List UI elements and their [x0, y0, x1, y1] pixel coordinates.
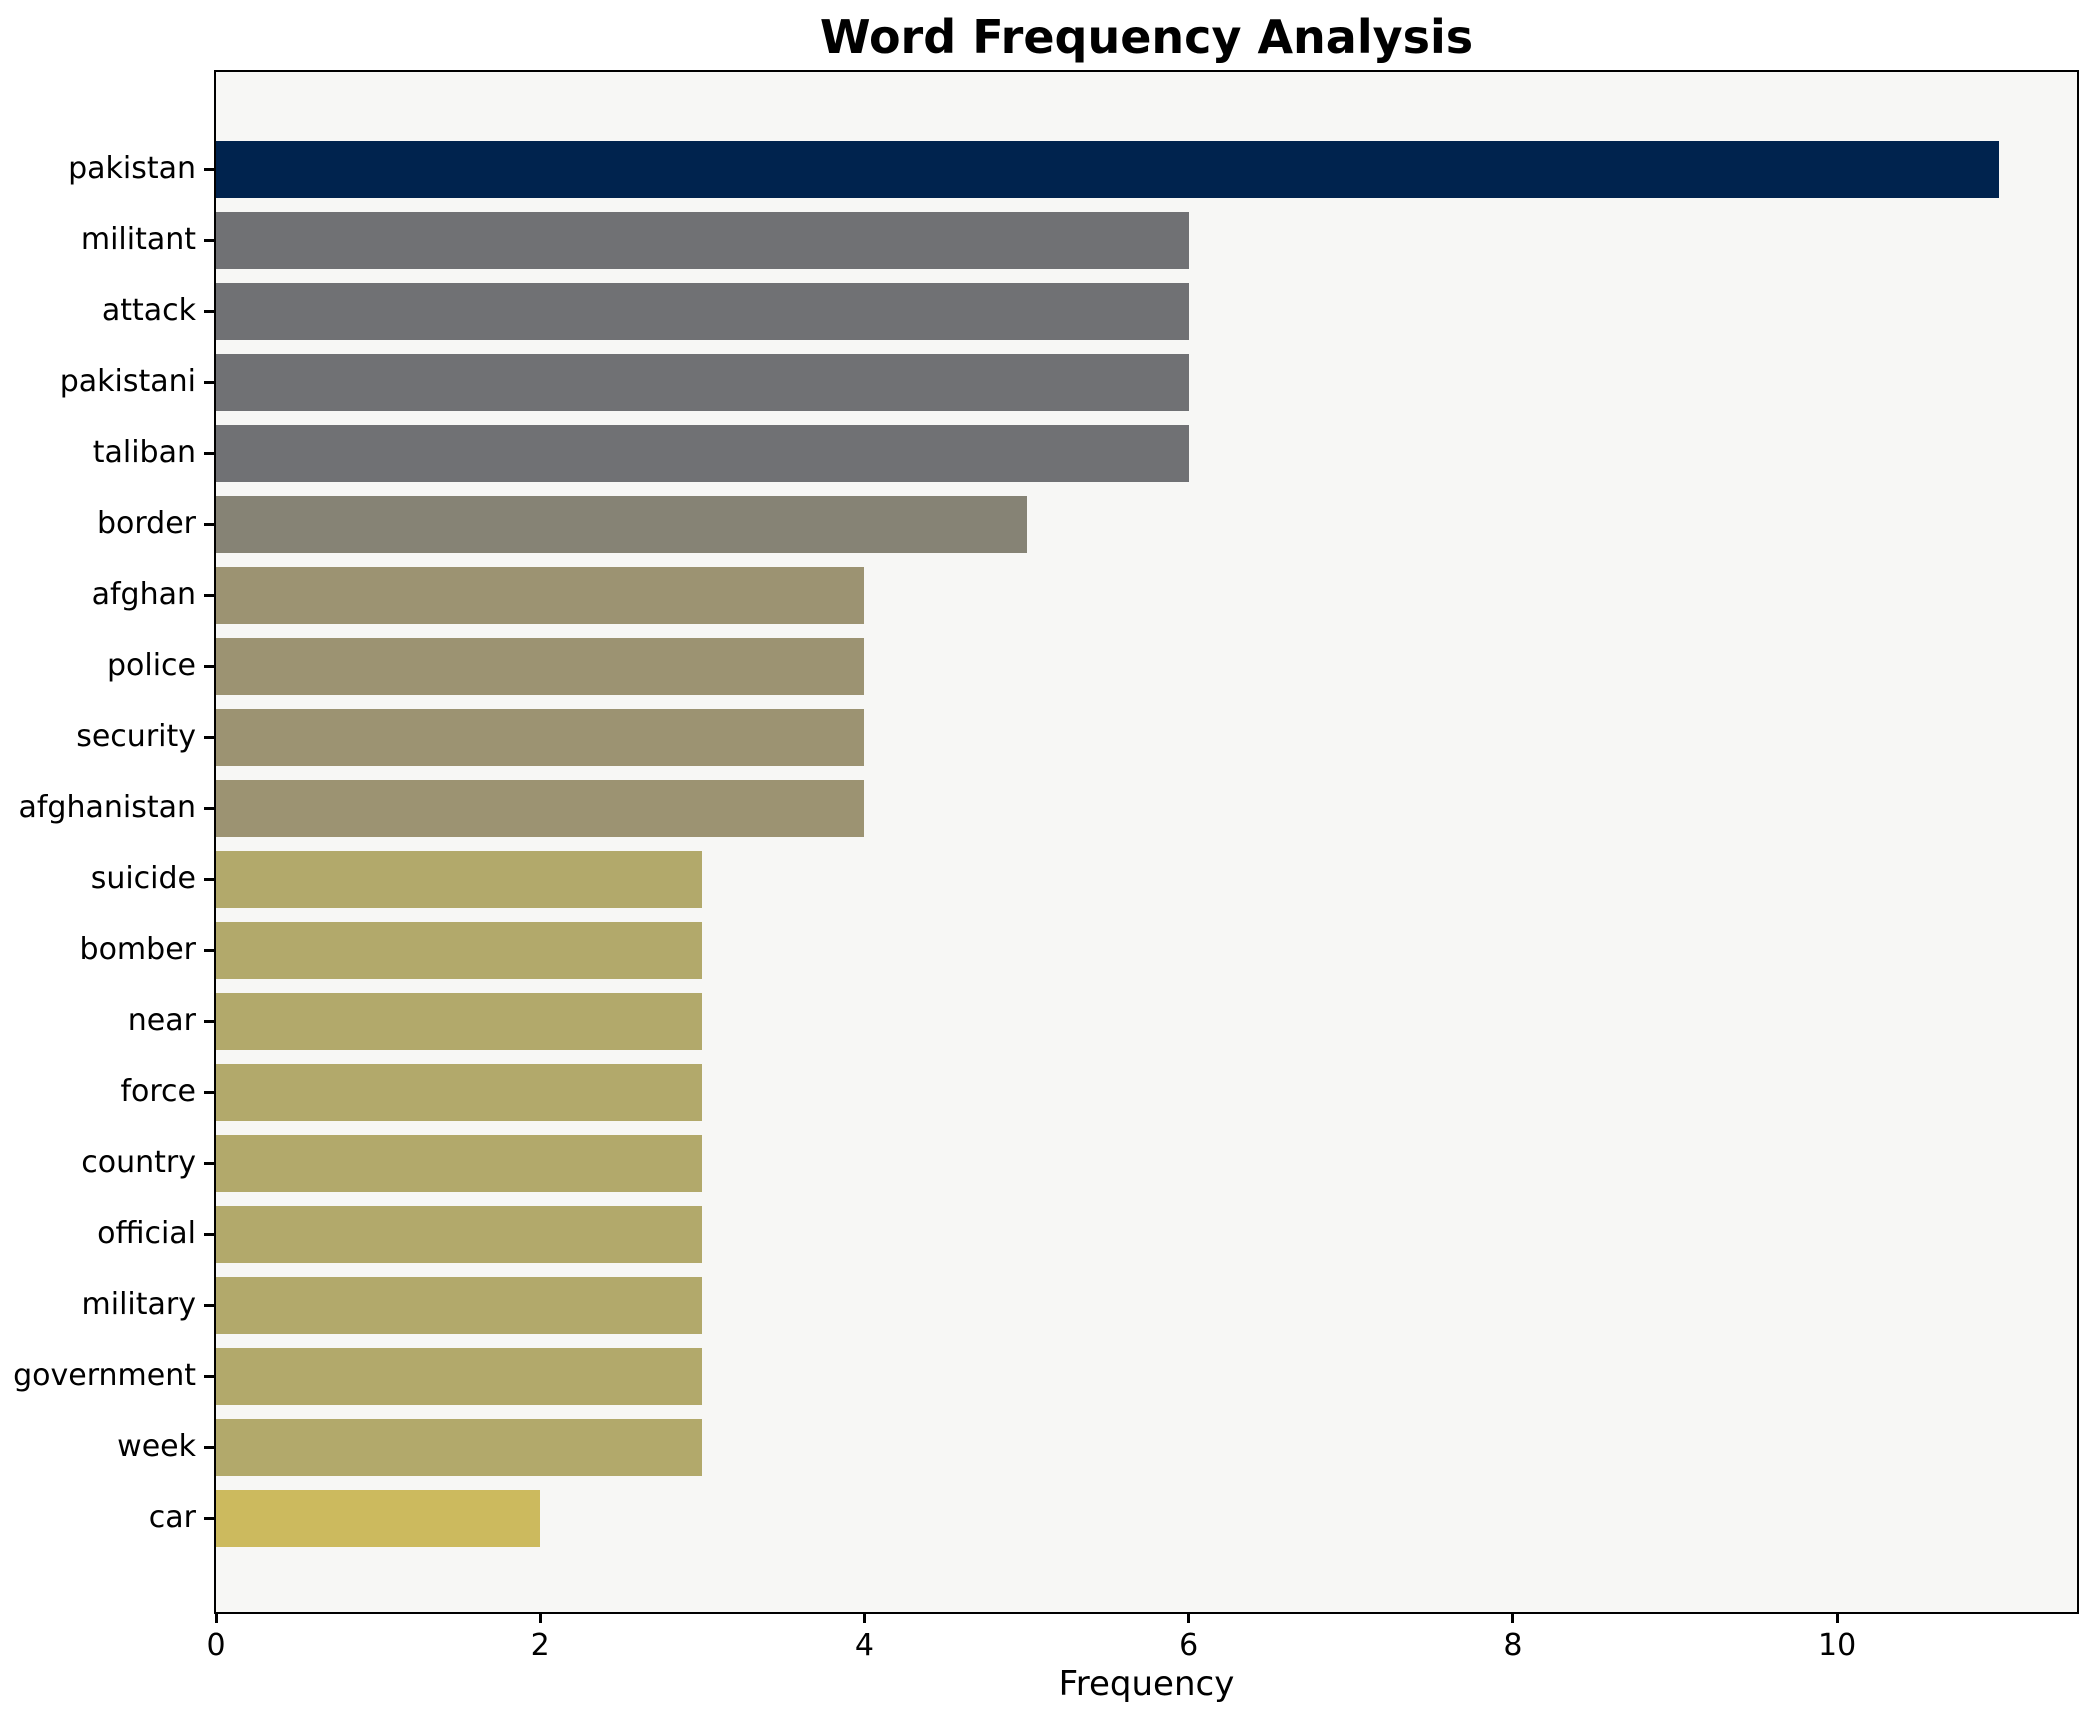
- bar-afghanistan: [216, 779, 865, 837]
- x-tick-label-0: 0: [206, 1628, 226, 1663]
- bar-taliban: [216, 424, 1189, 482]
- x-tick-label-10: 10: [1817, 1628, 1857, 1663]
- y-tick-mark: [204, 452, 216, 455]
- x-tick-mark: [862, 1612, 866, 1623]
- x-axis-label: Frequency: [1058, 1664, 1235, 1704]
- y-tick-mark: [204, 310, 216, 313]
- y-tick-label-military: military: [81, 1287, 196, 1322]
- y-tick-label-near: near: [127, 1003, 196, 1038]
- y-tick-label-government: government: [13, 1358, 196, 1393]
- plot-area: [216, 72, 2077, 1612]
- y-tick-label-country: country: [81, 1145, 196, 1180]
- y-tick-label-suicide: suicide: [90, 861, 196, 896]
- bar-week: [216, 1418, 703, 1476]
- x-tick-mark: [538, 1612, 542, 1623]
- x-tick-label-2: 2: [530, 1628, 550, 1663]
- chart-title: Word Frequency Analysis: [819, 10, 1474, 64]
- y-tick-label-pakistani: pakistani: [59, 364, 196, 399]
- y-tick-label-car: car: [148, 1500, 196, 1535]
- x-tick-mark: [214, 1612, 218, 1623]
- x-tick-mark: [1187, 1612, 1191, 1623]
- y-tick-label-attack: attack: [101, 293, 196, 328]
- bar-car: [216, 1489, 541, 1547]
- y-tick-mark: [204, 1020, 216, 1023]
- bar-force: [216, 1063, 703, 1121]
- y-tick-mark: [204, 1233, 216, 1236]
- bar-afghan: [216, 566, 865, 624]
- bar-militant: [216, 211, 1189, 269]
- y-tick-label-afghan: afghan: [91, 577, 196, 612]
- y-tick-label-official: official: [97, 1216, 196, 1251]
- y-tick-mark: [204, 1517, 216, 1520]
- bar-near: [216, 992, 703, 1050]
- y-tick-mark: [204, 807, 216, 810]
- x-tick-label-4: 4: [854, 1628, 874, 1663]
- y-tick-label-security: security: [76, 719, 196, 754]
- y-tick-label-militant: militant: [80, 222, 196, 257]
- y-tick-mark: [204, 878, 216, 881]
- y-tick-mark: [204, 1162, 216, 1165]
- y-tick-mark: [204, 381, 216, 384]
- bar-border: [216, 495, 1027, 553]
- bar-military: [216, 1276, 703, 1334]
- y-tick-mark: [204, 168, 216, 171]
- y-tick-label-taliban: taliban: [92, 435, 196, 470]
- y-tick-label-afghanistan: afghanistan: [18, 790, 196, 825]
- y-tick-label-force: force: [120, 1074, 196, 1109]
- y-tick-mark: [204, 1091, 216, 1094]
- y-tick-mark: [204, 665, 216, 668]
- y-tick-mark: [204, 736, 216, 739]
- x-tick-mark: [1511, 1612, 1515, 1623]
- bar-country: [216, 1134, 703, 1192]
- bar-government: [216, 1347, 703, 1405]
- y-tick-mark: [204, 239, 216, 242]
- bar-police: [216, 637, 865, 695]
- y-tick-label-police: police: [106, 648, 196, 683]
- x-tick-label-6: 6: [1179, 1628, 1199, 1663]
- bar-security: [216, 708, 865, 766]
- bar-attack: [216, 282, 1189, 340]
- y-tick-mark: [204, 949, 216, 952]
- bar-official: [216, 1205, 703, 1263]
- y-tick-mark: [204, 1446, 216, 1449]
- y-tick-mark: [204, 594, 216, 597]
- y-tick-label-pakistan: pakistan: [68, 151, 196, 186]
- y-tick-label-week: week: [117, 1429, 196, 1464]
- bar-bomber: [216, 921, 703, 979]
- bar-pakistan: [216, 140, 2000, 198]
- y-tick-label-bomber: bomber: [79, 932, 196, 967]
- x-tick-label-8: 8: [1503, 1628, 1523, 1663]
- y-tick-mark: [204, 523, 216, 526]
- bar-suicide: [216, 850, 703, 908]
- y-tick-mark: [204, 1304, 216, 1307]
- y-tick-mark: [204, 1375, 216, 1378]
- bar-pakistani: [216, 353, 1189, 411]
- y-tick-label-border: border: [96, 506, 196, 541]
- x-tick-mark: [1835, 1612, 1839, 1623]
